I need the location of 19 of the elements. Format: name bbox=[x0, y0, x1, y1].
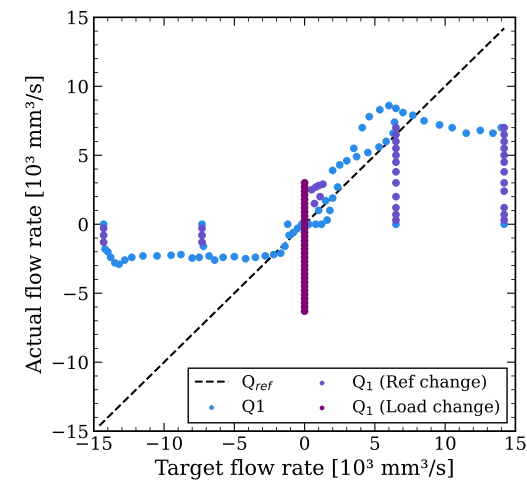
x-tick-label: 10 bbox=[436, 436, 456, 450]
x-tick-label: −10 bbox=[146, 436, 182, 450]
y-tick-label: 5 bbox=[78, 148, 88, 162]
x-tick-label: 5 bbox=[370, 436, 380, 450]
y-tick-label: 0 bbox=[78, 218, 88, 232]
legend-label: Q$_{ref}$ bbox=[242, 374, 273, 390]
y-tick-label: −5 bbox=[64, 286, 88, 300]
y-tick-label: −15 bbox=[52, 424, 88, 438]
x-axis-title: Target flow rate [10³ mm³/s] bbox=[154, 459, 453, 480]
x-tick-label: −5 bbox=[222, 436, 246, 450]
y-tick-label: −10 bbox=[52, 356, 88, 370]
x-tick-label: 15 bbox=[506, 436, 526, 450]
y-axis-title: Actual flow rate [10³ mm³/s] bbox=[25, 76, 44, 374]
legend-label: Q1 bbox=[242, 400, 264, 415]
legend-label: Q$_{1}$ (Load change) bbox=[353, 400, 500, 416]
y-tick-label: 15 bbox=[68, 10, 88, 24]
y-tick-label: 10 bbox=[68, 80, 88, 94]
legend-label: Q$_{1}$ (Ref change) bbox=[353, 374, 486, 392]
x-tick-label: 0 bbox=[300, 436, 310, 450]
